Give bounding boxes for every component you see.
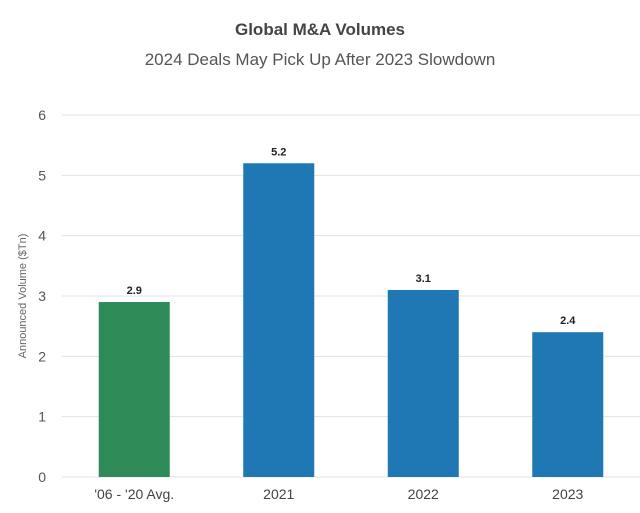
data-label: 5.2	[271, 146, 286, 158]
data-labels: 2.9 5.2 3.1 2.4	[127, 146, 577, 327]
y-tick-label: 1	[38, 409, 46, 425]
y-axis: 0 1 2 3 4 5 6	[38, 107, 46, 485]
x-tick-label: 2021	[263, 486, 294, 502]
bars	[98, 163, 604, 477]
y-tick-label: 5	[38, 167, 46, 183]
y-axis-title: Announced Volume ($Tn)	[17, 234, 29, 359]
data-label: 3.1	[416, 273, 431, 285]
x-tick-label: 2023	[552, 486, 583, 502]
x-tick-label: 2022	[408, 486, 439, 502]
chart-title: Global M&A Volumes	[234, 20, 406, 39]
y-tick-label: 4	[38, 228, 46, 244]
x-tick-label: '06 - '20 Avg.	[94, 486, 174, 502]
data-label: 2.9	[127, 285, 142, 297]
bar	[532, 332, 604, 477]
y-tick-label: 2	[38, 348, 46, 364]
x-axis: '06 - '20 Avg. 2021 2022 2023	[94, 486, 583, 502]
chart-subtitle: 2024 Deals May Pick Up After 2023 Slowdo…	[144, 50, 496, 69]
bar	[98, 302, 170, 477]
bar	[387, 289, 459, 477]
y-tick-label: 0	[38, 469, 46, 485]
y-tick-label: 3	[38, 288, 46, 304]
data-label: 2.4	[560, 315, 576, 327]
bar	[243, 163, 315, 477]
y-tick-label: 6	[38, 107, 46, 123]
